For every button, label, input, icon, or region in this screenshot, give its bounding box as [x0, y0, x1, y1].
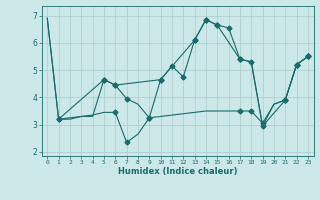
X-axis label: Humidex (Indice chaleur): Humidex (Indice chaleur) [118, 167, 237, 176]
